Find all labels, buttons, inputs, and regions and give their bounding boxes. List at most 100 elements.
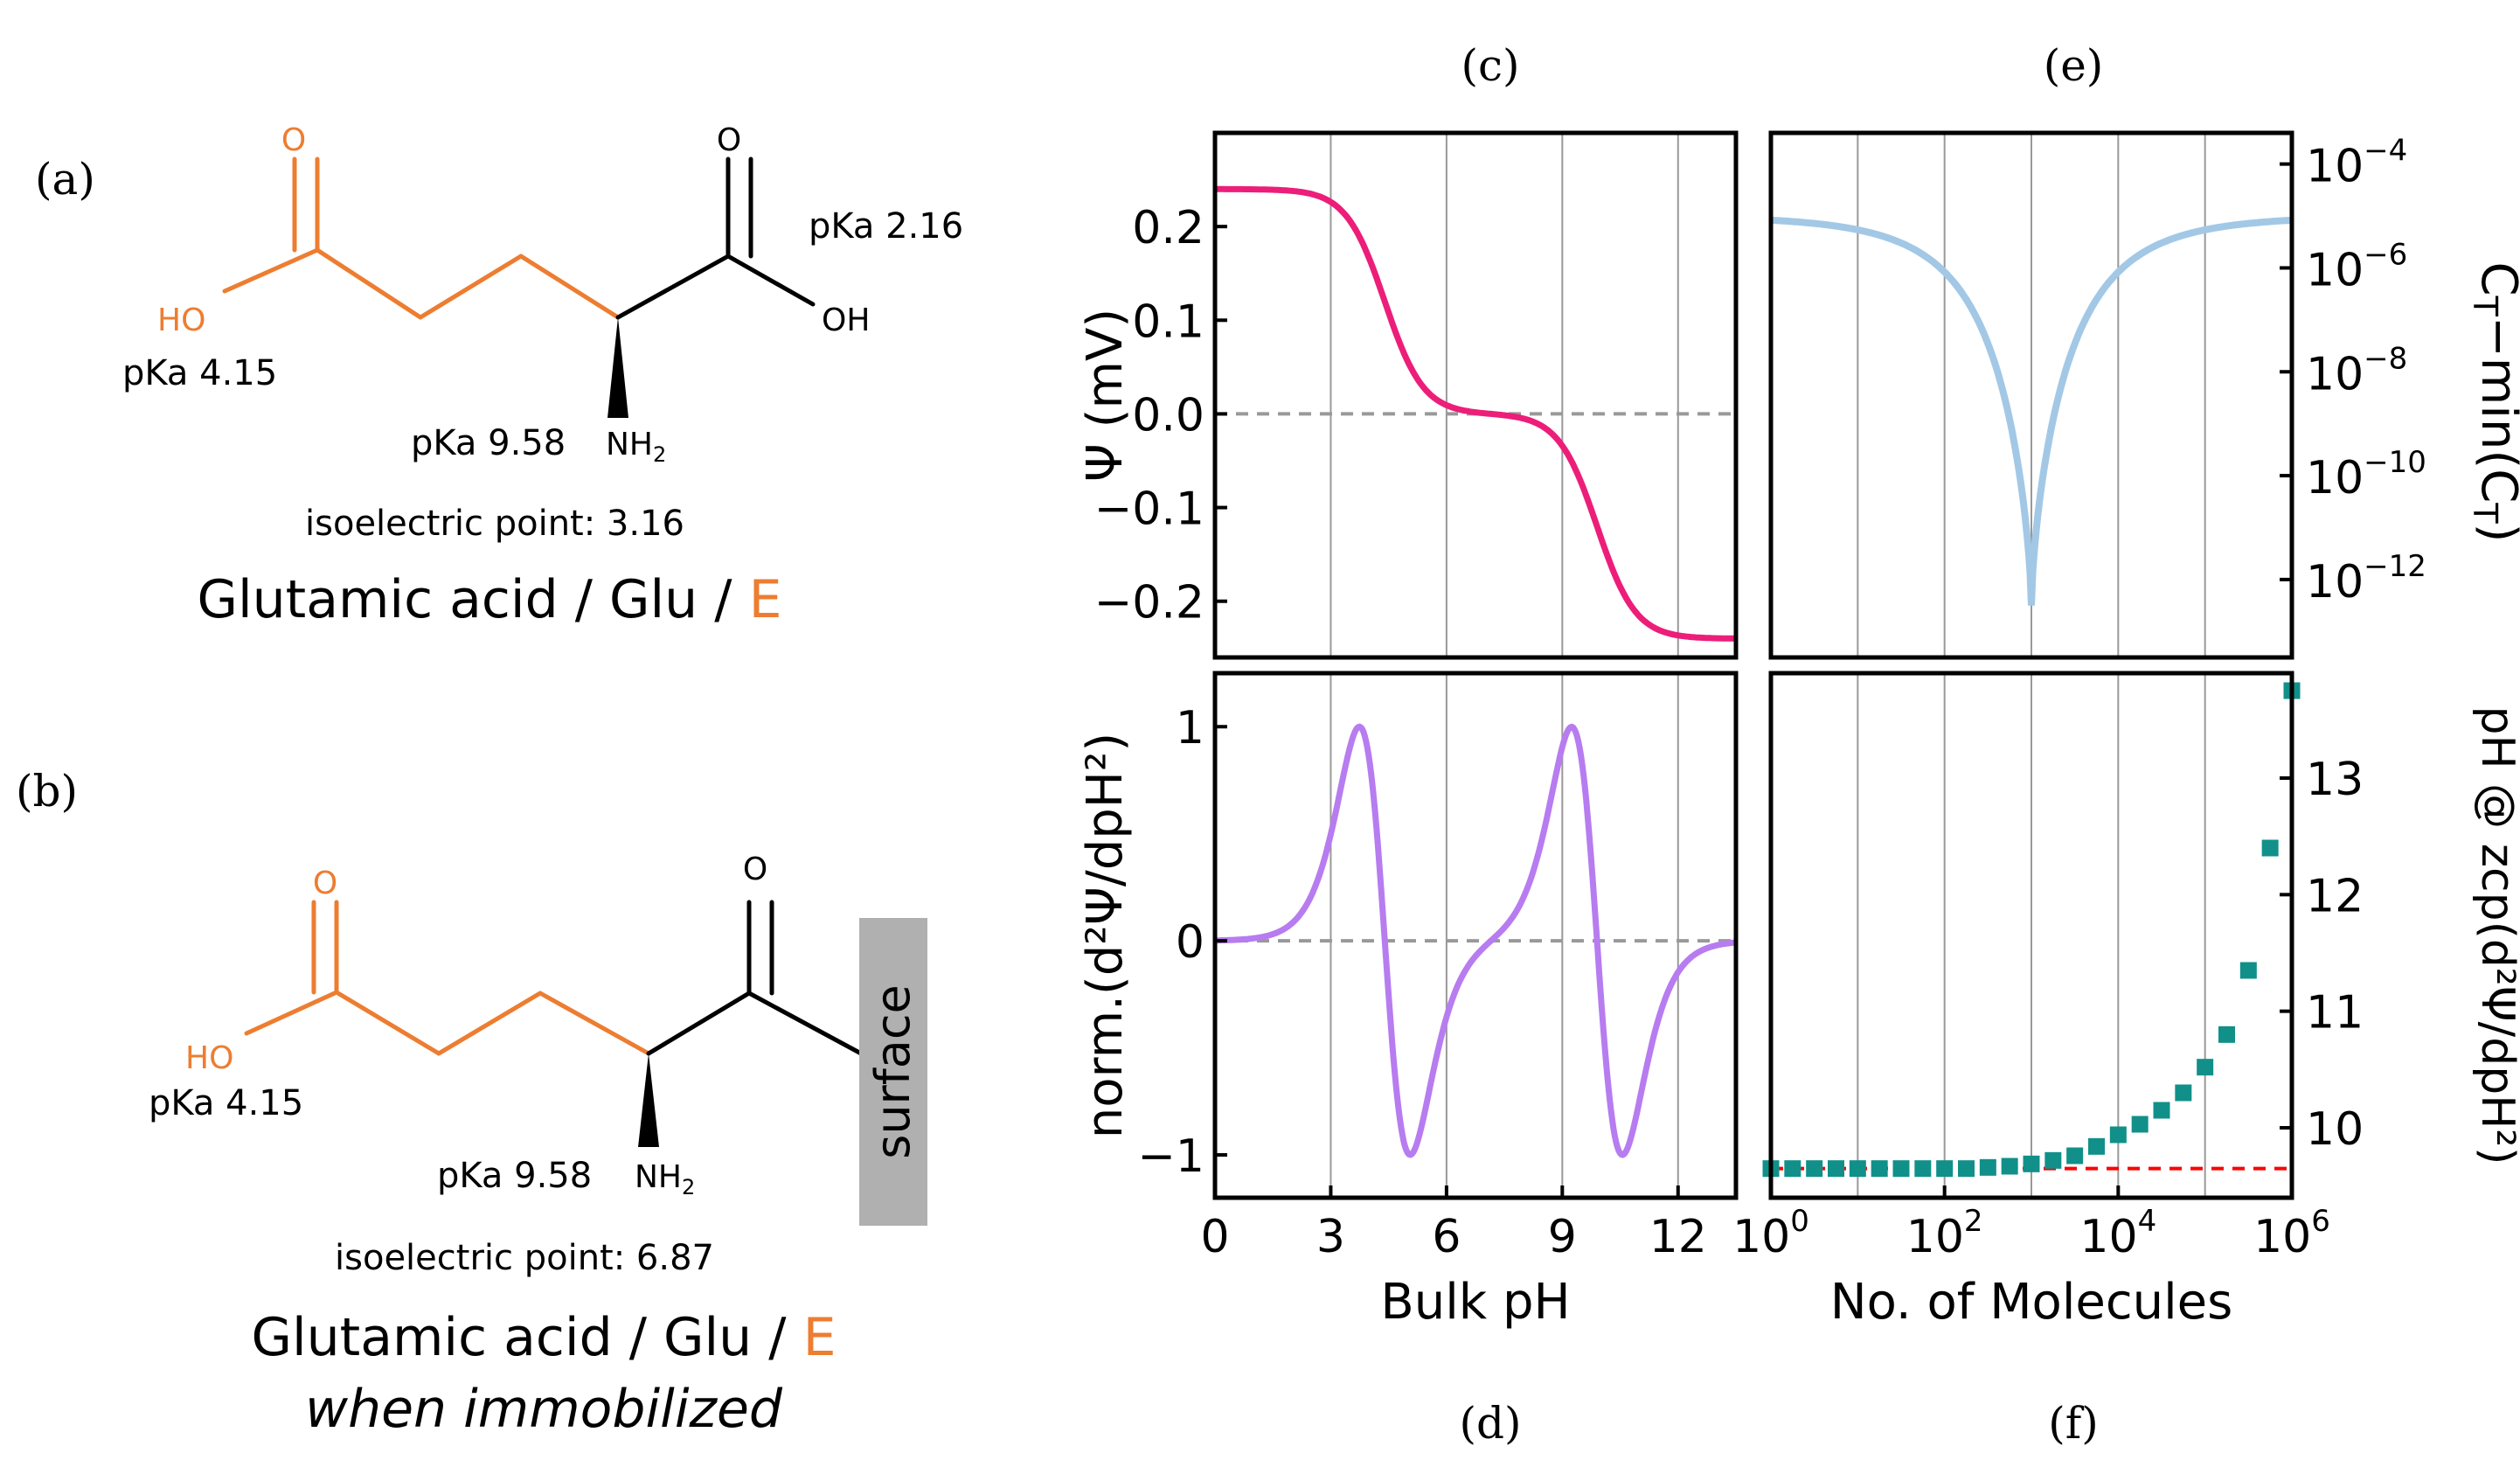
chart-f-point: [1828, 1160, 1844, 1178]
chart-f-ytick-label: 13: [2306, 754, 2364, 806]
chart-e-ytick-label: 10−8: [2306, 341, 2407, 400]
chart-d-ytick-label: −1: [1137, 1130, 1204, 1183]
chart-f-point: [1806, 1160, 1823, 1178]
chart-c-ytick-label: −0.2: [1094, 577, 1204, 629]
chart-d-xtick-label: 6: [1432, 1211, 1461, 1263]
chart-f-point: [2109, 1126, 2127, 1144]
panel-label-c: (c): [1461, 40, 1519, 91]
chart-e-series-ct: [1770, 216, 2293, 606]
name-prefix-b: Glutamic acid / Glu /: [251, 1307, 802, 1368]
svg-text:NH2: NH2: [635, 1159, 695, 1199]
chart-f-point: [2197, 1059, 2214, 1076]
chart-e-frame: [1768, 130, 2294, 660]
molecule-name-a: Glutamic acid / Glu / E: [197, 569, 781, 630]
atom-ho-b: HO: [185, 1040, 233, 1076]
pka-amine-a: pKa 9.58: [411, 423, 566, 463]
chart-c-ytick-label: 0.0: [1132, 389, 1204, 441]
panel-label-f: (f): [2048, 1398, 2099, 1449]
chart-f-point: [2261, 839, 2279, 857]
chart-f-xlabel: No. of Molecules: [1830, 1274, 2233, 1331]
chart-f-ylabel: pH @ zcp(d²Ψ/dpH²): [2471, 706, 2520, 1165]
chart-f-point: [2131, 1116, 2149, 1133]
chart-f-point: [1936, 1160, 1954, 1178]
chart-e-ytick-label: 10−10: [2306, 445, 2426, 504]
atom-o-right-b: O: [743, 852, 767, 887]
svg-text:NH2: NH2: [606, 427, 666, 467]
chart-e-ytick-label: 10−12: [2306, 549, 2426, 608]
isoelectric-b: isoelectric point: 6.87: [335, 1238, 714, 1278]
molecule-a: (a) O O HO OH NH2 pKa 2.16 pKa 4.15 pKa …: [35, 122, 963, 630]
chart-f-point: [2218, 1025, 2235, 1043]
molecule-subtitle-b: when immobilized: [305, 1379, 783, 1440]
name-letter-a: E: [749, 569, 782, 630]
chart-e-ytick-label: 10−4: [2306, 134, 2407, 193]
atom-oh: OH: [822, 302, 870, 338]
chart-f-xtick-label: 104: [2079, 1204, 2156, 1263]
chart-f-ytick-label: 12: [2306, 870, 2364, 922]
panel-label-e: (e): [2044, 40, 2104, 91]
atom-nh2-b: NH2: [635, 1159, 695, 1199]
name-prefix-a: Glutamic acid / Glu /: [197, 569, 748, 630]
chart-f-frame: [1768, 671, 2294, 1200]
chart-f-ytick-label: 10: [2306, 1103, 2364, 1156]
chart-f-point: [1979, 1158, 1996, 1176]
chart-f-point: [2175, 1084, 2192, 1102]
chart-c: 0.2 0.1 0.0 −0.1 −0.2 Ψ (mV): [1077, 130, 1739, 660]
chart-f-point: [2001, 1158, 2018, 1175]
chart-f-point: [2044, 1151, 2062, 1169]
atom-o-left-b: O: [313, 866, 337, 901]
chart-f-point: [1914, 1160, 1932, 1178]
chart-e: 10−4 10−6 10−8 10−10 10−12 CT−min(CT): [1768, 130, 2520, 660]
chart-e-ytick-label: 10−6: [2306, 237, 2407, 296]
chart-f-point: [2153, 1102, 2170, 1119]
chart-c-ytick-label: −0.1: [1094, 483, 1204, 536]
chart-f-point: [1871, 1160, 1888, 1178]
chart-f-point: [1892, 1160, 1910, 1178]
chart-d-xtick-label: 0: [1200, 1211, 1229, 1263]
svg-text:CT−min(CT): CT−min(CT): [2466, 262, 2520, 543]
atom-o-right: O: [717, 122, 741, 158]
chart-f-xtick-label: 102: [1906, 1204, 1983, 1263]
chart-f-point: [1784, 1160, 1801, 1178]
chart-f-point: [2066, 1147, 2084, 1165]
atom-ho: HO: [157, 302, 205, 338]
chart-e-ylabel: CT−min(CT): [2466, 262, 2520, 543]
chart-d-xlabel: Bulk pH: [1380, 1274, 1570, 1331]
chart-c-ytick-label: 0.1: [1132, 295, 1204, 348]
chart-f-xtick-label: 100: [1732, 1204, 1809, 1263]
molecule-name-b: Glutamic acid / Glu / E: [251, 1307, 836, 1368]
chart-d-xtick-label: 12: [1649, 1211, 1707, 1263]
chart-d-ytick-label: 1: [1176, 702, 1204, 754]
chart-d: 1 0 −1 0 3 6 9 12 norm.(d²Ψ/dpH²) Bulk pH: [1077, 671, 1739, 1331]
isoelectric-a: isoelectric point: 3.16: [305, 504, 684, 544]
surface-label: surface: [865, 984, 920, 1159]
pka-side-a: pKa 4.15: [122, 353, 277, 393]
pka-amine-b: pKa 9.58: [437, 1156, 592, 1196]
chart-f-point: [1849, 1160, 1866, 1178]
chart-d-series-d2psi: [1215, 723, 1737, 1158]
panel-label-b: (b): [16, 766, 78, 817]
surface-block: [859, 918, 927, 1226]
chart-f-point: [2023, 1155, 2040, 1172]
chart-c-frame: [1212, 130, 1739, 660]
chart-f: 10 11 12 13 100 102 104 106 pH @ zcp(d²Ψ/dpH²)…: [1732, 671, 2520, 1331]
chart-c-ylabel: Ψ (mV): [1077, 309, 1134, 482]
chart-d-xtick-label: 3: [1316, 1211, 1345, 1263]
chart-f-xtick-label: 106: [2253, 1204, 2330, 1263]
name-letter-b: E: [803, 1307, 837, 1368]
atom-o-left: O: [281, 122, 306, 158]
chart-d-frame: [1212, 671, 1739, 1200]
atom-nh2: NH2: [606, 427, 666, 467]
molecule-b: (b) surface O O HO NH2 pKa 4.15 pKa 9.58…: [16, 766, 927, 1440]
chart-d-ytick-label: 0: [1176, 916, 1204, 969]
chart-f-ytick-label: 11: [2306, 987, 2364, 1039]
panel-label-d: (d): [1459, 1398, 1521, 1449]
panel-label-a: (a): [35, 154, 95, 205]
chart-f-point: [1958, 1160, 1975, 1178]
chart-d-ylabel: norm.(d²Ψ/dpH²): [1077, 733, 1134, 1138]
chart-d-xtick-label: 9: [1548, 1211, 1577, 1263]
chart-c-series-psi: [1215, 185, 1736, 642]
pka-carboxyl-a: pKa 2.16: [809, 206, 963, 247]
chart-c-ytick-label: 0.2: [1132, 202, 1204, 254]
